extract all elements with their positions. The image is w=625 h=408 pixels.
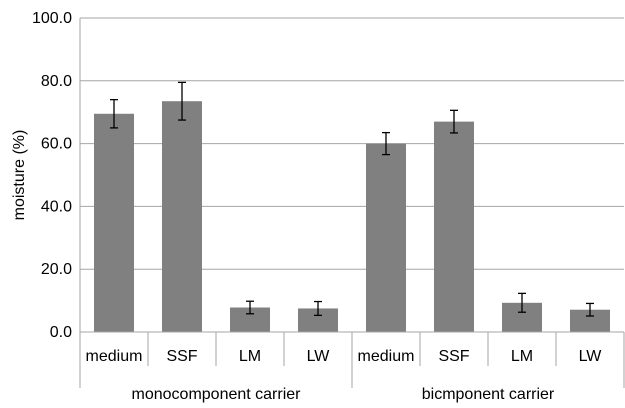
error-bar [586, 302, 594, 317]
group-label: bicmponent carrier [422, 386, 555, 403]
error-bar [518, 292, 526, 313]
category-label: SSF [438, 348, 469, 365]
bar [94, 113, 134, 333]
y-axis-label: moisture (%) [11, 130, 28, 221]
category-label: LW [579, 348, 603, 365]
error-bars [110, 81, 594, 317]
gridlines [79, 17, 624, 332]
y-tick-label: 20.0 [41, 261, 72, 278]
y-tick-labels: 0.0 20.0 40.0 60.0 80.0 100.0 [32, 10, 72, 341]
group-label: monocomponent carrier [132, 386, 302, 403]
bar [298, 308, 338, 332]
bars [94, 101, 610, 333]
category-label: medium [86, 348, 143, 365]
category-label: LM [511, 348, 533, 365]
category-label: LW [307, 348, 331, 365]
y-tick-label: 60.0 [41, 136, 72, 153]
x-axis: medium SSF LM LW medium SSF LM LW monocomponent … [79, 331, 625, 403]
category-label: SSF [166, 348, 197, 365]
bar [570, 309, 610, 332]
error-bar [450, 109, 458, 134]
y-tick-label: 100.0 [32, 10, 72, 27]
error-bar [382, 131, 390, 156]
y-tick-label: 80.0 [41, 73, 72, 90]
category-label: LM [239, 348, 261, 365]
y-tick-label: 0.0 [50, 324, 72, 341]
error-bar [314, 300, 322, 317]
error-bar [246, 300, 254, 315]
y-tick-label: 40.0 [41, 198, 72, 215]
bar [366, 143, 406, 332]
category-label: medium [358, 348, 415, 365]
bar [162, 101, 202, 333]
error-bar [110, 98, 118, 129]
bar [434, 121, 474, 333]
error-bar [178, 81, 186, 121]
